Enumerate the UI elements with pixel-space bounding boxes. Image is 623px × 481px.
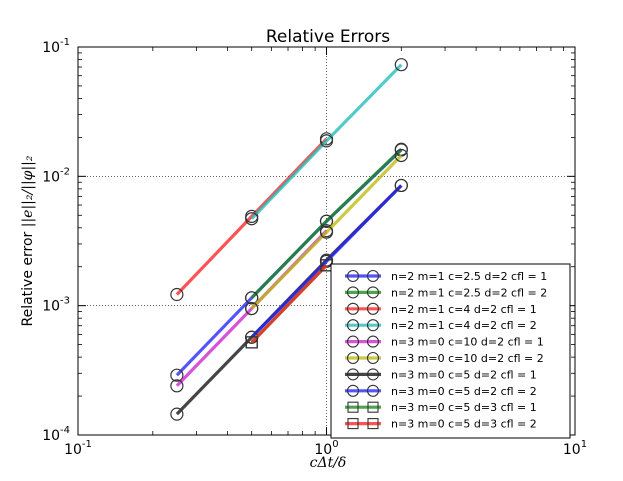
chart-title: Relative Errors bbox=[266, 27, 390, 47]
legend-marker bbox=[366, 286, 380, 299]
legend-marker bbox=[366, 269, 380, 283]
y-tick-label: 10-2 bbox=[42, 166, 70, 185]
data-point bbox=[170, 407, 184, 421]
legend-entry: n=2 m=1 c=2.5 d=2 cfl = 1 bbox=[345, 269, 547, 283]
data-point bbox=[394, 142, 408, 156]
x-tick-label: 101 bbox=[563, 439, 587, 458]
series-2 bbox=[245, 142, 408, 305]
legend-marker bbox=[346, 269, 360, 283]
x-tick-label: 100 bbox=[314, 439, 338, 458]
legend-label: n=3 m=0 c=10 d=2 cfl = 2 bbox=[391, 352, 544, 365]
data-point bbox=[245, 336, 258, 349]
series-4 bbox=[245, 58, 408, 226]
legend-marker bbox=[346, 351, 360, 365]
x-axis-label: cΔt/δ bbox=[310, 455, 347, 471]
legend-marker bbox=[347, 418, 359, 430]
legend-marker bbox=[346, 286, 360, 299]
series-line bbox=[250, 63, 403, 220]
data-point bbox=[319, 214, 334, 228]
legend-entry: n=3 m=0 c=5 d=3 cfl = 1 bbox=[345, 401, 537, 414]
legend-entry: n=2 m=1 c=2.5 d=2 cfl = 2 bbox=[345, 286, 547, 299]
data-point bbox=[394, 148, 408, 163]
legend-marker bbox=[366, 319, 380, 332]
data-point bbox=[394, 58, 408, 72]
legend-label: n=3 m=0 c=10 d=2 cfl = 1 bbox=[391, 336, 544, 349]
y-tick-label: 10-1 bbox=[42, 37, 70, 56]
legend-entry: n=3 m=0 c=10 d=2 cfl = 1 bbox=[345, 335, 544, 349]
legend-marker bbox=[346, 368, 360, 381]
data-point bbox=[245, 301, 259, 316]
legend-label: n=2 m=1 c=2.5 d=2 cfl = 2 bbox=[391, 286, 547, 299]
legend-marker bbox=[367, 418, 379, 430]
data-point bbox=[319, 134, 334, 148]
legend-label: n=2 m=1 c=2.5 d=2 cfl = 1 bbox=[391, 270, 547, 283]
data-point bbox=[245, 212, 259, 226]
series-line bbox=[250, 184, 403, 339]
legend-label: n=3 m=0 c=5 d=2 cfl = 2 bbox=[391, 385, 537, 398]
axes: 10-1 100 101 10-4 10-3 10-2 10-1 bbox=[42, 37, 587, 458]
series-line bbox=[250, 154, 403, 310]
data-point bbox=[170, 287, 184, 302]
legend-label: n=2 m=1 c=4 d=2 cfl = 2 bbox=[391, 319, 537, 332]
legend-entry: n=2 m=1 c=4 d=2 cfl = 2 bbox=[345, 319, 537, 332]
data-point bbox=[170, 379, 184, 393]
series-layer bbox=[170, 58, 408, 421]
y-tick-label: 10-4 bbox=[42, 425, 70, 444]
legend-entry: n=2 m=1 c=4 d=2 cfl = 1 bbox=[345, 302, 537, 316]
data-point bbox=[394, 178, 408, 193]
x-tick-label: 10-1 bbox=[64, 439, 92, 458]
legend-marker bbox=[366, 368, 380, 381]
legend-label: n=2 m=1 c=4 d=2 cfl = 1 bbox=[391, 303, 537, 316]
legend-marker bbox=[346, 319, 360, 332]
legend-marker bbox=[366, 384, 380, 397]
legend-label: n=3 m=0 c=5 d=3 cfl = 1 bbox=[391, 401, 537, 414]
legend-label: n=3 m=0 c=5 d=2 cfl = 1 bbox=[391, 368, 537, 381]
data-point bbox=[319, 225, 334, 239]
y-tick-label: 10-3 bbox=[42, 296, 70, 315]
legend-label: n=3 m=0 c=5 d=3 cfl = 2 bbox=[391, 418, 537, 431]
legend-entry: n=3 m=0 c=5 d=3 cfl = 2 bbox=[345, 418, 537, 431]
y-axis-label-math: ||e||₂/||φ||₂ bbox=[20, 155, 36, 227]
series-10 bbox=[245, 259, 333, 349]
y-axis-label-text: Relative error bbox=[20, 227, 36, 326]
legend-entry: n=3 m=0 c=5 d=2 cfl = 2 bbox=[345, 384, 537, 398]
series-line bbox=[250, 264, 328, 344]
legend: n=2 m=1 c=2.5 d=2 cfl = 1 n=2 m=1 c=2.5 d… bbox=[330, 263, 571, 439]
legend-marker bbox=[347, 401, 359, 413]
legend-marker bbox=[367, 401, 379, 413]
series-line bbox=[250, 148, 403, 299]
y-axis-label: Relative error ||e||₂/||φ||₂ bbox=[20, 155, 36, 326]
legend-marker bbox=[346, 302, 360, 315]
legend-marker bbox=[366, 302, 380, 315]
legend-marker bbox=[366, 351, 380, 365]
legend-marker bbox=[366, 335, 380, 348]
legend-marker bbox=[346, 335, 360, 348]
data-point bbox=[170, 368, 184, 382]
series-6 bbox=[245, 148, 408, 316]
legend-entry: n=3 m=0 c=5 d=2 cfl = 1 bbox=[345, 368, 537, 381]
legend-marker bbox=[346, 384, 360, 397]
data-point bbox=[245, 291, 259, 305]
legend-entry: n=3 m=0 c=10 d=2 cfl = 2 bbox=[345, 351, 544, 365]
